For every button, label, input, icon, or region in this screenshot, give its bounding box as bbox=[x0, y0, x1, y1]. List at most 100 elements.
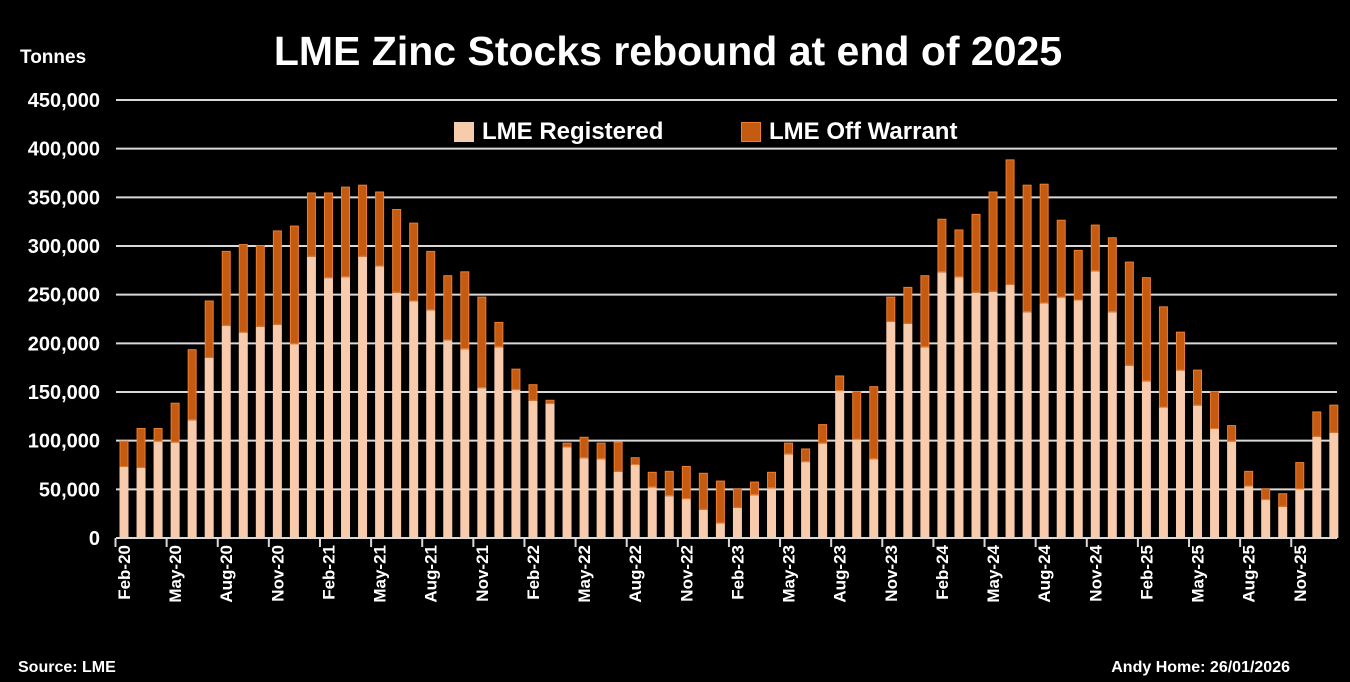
bar-off-warrant bbox=[869, 386, 879, 460]
bar-off-warrant bbox=[835, 375, 845, 392]
bar-registered bbox=[1278, 506, 1288, 538]
bar-registered bbox=[562, 447, 572, 538]
bar-off-warrant bbox=[1107, 237, 1117, 313]
bar-registered bbox=[920, 347, 930, 538]
bar-registered bbox=[358, 256, 368, 538]
bar-registered bbox=[460, 349, 470, 538]
x-tick-label: May-20 bbox=[166, 545, 185, 603]
bar-registered bbox=[1073, 300, 1083, 538]
y-tick-label: 100,000 bbox=[28, 431, 100, 453]
bar-registered bbox=[1261, 500, 1271, 538]
bar-off-warrant bbox=[119, 440, 129, 467]
bar-registered bbox=[1124, 365, 1134, 538]
bar-off-warrant bbox=[477, 296, 487, 389]
bar-off-warrant bbox=[545, 399, 555, 404]
bar-registered bbox=[835, 391, 845, 538]
bar-off-warrant bbox=[698, 472, 708, 510]
bar-off-warrant bbox=[204, 300, 214, 358]
bar-off-warrant bbox=[920, 275, 930, 348]
bar-registered bbox=[1022, 312, 1032, 538]
bar-registered bbox=[596, 459, 606, 538]
bar-off-warrant bbox=[852, 391, 862, 440]
bar-off-warrant bbox=[1073, 249, 1083, 301]
x-tick-label: Aug-22 bbox=[626, 545, 645, 603]
bar-registered bbox=[971, 292, 981, 538]
bar-off-warrant bbox=[1312, 411, 1322, 437]
bar-registered bbox=[1295, 489, 1305, 538]
x-tick-label: May-25 bbox=[1189, 545, 1208, 603]
bar-registered bbox=[153, 441, 163, 538]
bar-off-warrant bbox=[443, 275, 453, 341]
bar-off-warrant bbox=[306, 192, 316, 257]
bar-off-warrant bbox=[630, 457, 640, 466]
bar-off-warrant bbox=[409, 222, 419, 302]
bar-registered bbox=[528, 400, 538, 538]
bar-registered bbox=[1210, 428, 1220, 538]
x-tick-label: Aug-21 bbox=[422, 545, 441, 603]
bar-registered bbox=[1039, 303, 1049, 538]
bar-off-warrant bbox=[579, 436, 589, 459]
bar-off-warrant bbox=[664, 470, 674, 497]
x-tick-label: Nov-24 bbox=[1086, 544, 1105, 601]
bar-off-warrant bbox=[988, 191, 998, 292]
x-tick-label: Feb-23 bbox=[728, 545, 747, 600]
bar-off-warrant bbox=[358, 184, 368, 257]
bar-registered bbox=[1056, 297, 1066, 538]
bar-registered bbox=[681, 499, 691, 538]
bar-off-warrant bbox=[392, 209, 402, 293]
bar-off-warrant bbox=[971, 213, 981, 293]
bar-registered bbox=[715, 523, 725, 538]
x-tick-label: May-21 bbox=[371, 545, 390, 603]
y-tick-label: 200,000 bbox=[28, 333, 100, 355]
legend-label-registered: LME Registered bbox=[482, 118, 664, 145]
bar-registered bbox=[409, 301, 419, 538]
bar-off-warrant bbox=[494, 321, 504, 348]
bar-registered bbox=[613, 471, 623, 538]
bar-off-warrant bbox=[1329, 404, 1339, 433]
bar-off-warrant bbox=[1158, 306, 1168, 408]
bar-registered bbox=[511, 390, 521, 538]
bar-registered bbox=[392, 292, 402, 538]
bar-off-warrant bbox=[1005, 159, 1015, 285]
bar-registered bbox=[784, 454, 794, 538]
bar-off-warrant bbox=[1227, 425, 1237, 442]
bar-off-warrant bbox=[801, 448, 811, 463]
y-tick-label: 300,000 bbox=[28, 236, 100, 258]
bar-off-warrant bbox=[596, 442, 606, 460]
bar-registered bbox=[477, 388, 487, 538]
bar-off-warrant bbox=[460, 271, 470, 350]
y-tick-label: 250,000 bbox=[28, 285, 100, 307]
bar-off-warrant bbox=[1261, 488, 1271, 501]
bar-off-warrant bbox=[1244, 470, 1254, 487]
y-tick-label: 150,000 bbox=[28, 382, 100, 404]
bar-off-warrant bbox=[255, 245, 265, 327]
x-tick-label: Feb-25 bbox=[1137, 545, 1156, 600]
bar-off-warrant bbox=[238, 244, 248, 333]
bar-registered bbox=[732, 507, 742, 538]
x-tick-label: Feb-21 bbox=[319, 545, 338, 600]
source-note: Source: LME bbox=[18, 659, 116, 676]
bar-registered bbox=[289, 344, 299, 538]
bar-registered bbox=[869, 459, 879, 538]
bar-registered bbox=[1107, 312, 1117, 538]
bar-registered bbox=[545, 403, 555, 538]
y-tick-label: 50,000 bbox=[39, 479, 100, 501]
bar-registered bbox=[255, 326, 265, 538]
x-tick-label: Feb-20 bbox=[115, 545, 134, 600]
bar-off-warrant bbox=[647, 471, 657, 488]
bar-off-warrant bbox=[323, 192, 333, 279]
x-tick-label: Aug-24 bbox=[1035, 544, 1054, 602]
y-tick-label: 350,000 bbox=[28, 187, 100, 209]
bar-off-warrant bbox=[1193, 369, 1203, 406]
legend-swatch-registered bbox=[454, 122, 474, 142]
bar-registered bbox=[698, 509, 708, 538]
chart-title: LME Zinc Stocks rebound at end of 2025 bbox=[273, 28, 1063, 74]
bar-off-warrant bbox=[1175, 331, 1185, 371]
bar-registered bbox=[1158, 407, 1168, 538]
bar-off-warrant bbox=[136, 428, 146, 468]
x-tick-label: Feb-24 bbox=[933, 544, 952, 599]
bar-registered bbox=[1005, 284, 1015, 538]
bar-off-warrant bbox=[289, 225, 299, 345]
bar-off-warrant bbox=[954, 229, 964, 278]
bar-registered bbox=[647, 487, 657, 538]
